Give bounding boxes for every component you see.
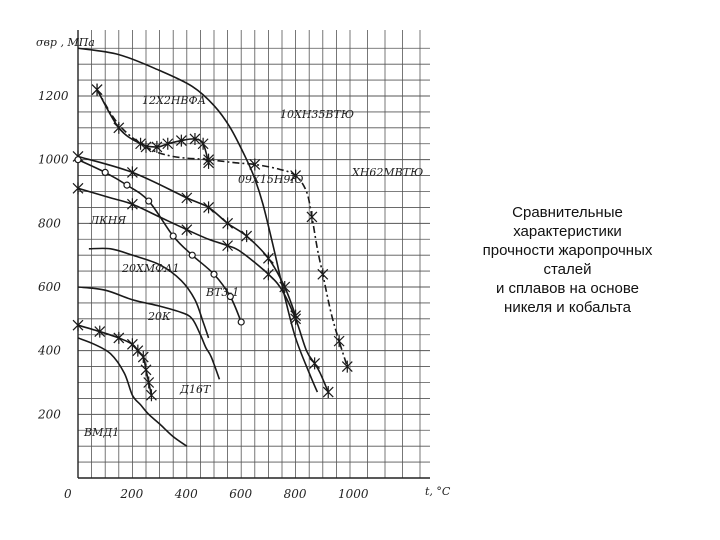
curve-label-0: 12Х2НВФА xyxy=(142,94,206,107)
markers xyxy=(72,83,353,402)
curve-label-5: 20ХМФА1 xyxy=(121,262,180,275)
data-point-marker xyxy=(226,292,234,301)
data-point-marker xyxy=(162,137,174,150)
x-tick-label: 600 xyxy=(229,487,252,501)
curve-6 xyxy=(88,247,210,339)
curve-label-2: ХН62МВТЮ xyxy=(351,166,423,179)
data-point-marker xyxy=(222,217,234,230)
y-tick-label: 1000 xyxy=(38,153,69,167)
data-point-marker xyxy=(126,166,138,179)
data-point-marker xyxy=(151,140,163,153)
data-point-marker xyxy=(262,252,274,265)
data-point-marker xyxy=(181,223,193,236)
curve-label-3: 09Х15Н9Ю xyxy=(238,173,304,186)
data-point-marker xyxy=(197,137,209,150)
tick-labels: 0 200 400 600 800 1000 200 400 600 800 1000 1200 xyxy=(37,89,369,501)
data-point-marker xyxy=(262,268,274,281)
data-point-marker xyxy=(241,230,253,243)
data-point-marker xyxy=(333,335,345,348)
data-point-marker xyxy=(126,198,138,211)
data-point-marker xyxy=(290,312,302,325)
data-point-marker xyxy=(203,153,214,166)
data-point-marker xyxy=(237,318,245,326)
y-tick-label: 600 xyxy=(38,280,61,294)
curve-label-9: ВМД1 xyxy=(83,426,119,439)
y-tick-label: 200 xyxy=(37,407,61,421)
x-axis-title: t, °C xyxy=(425,485,451,498)
data-point-marker xyxy=(279,281,291,293)
data-point-marker xyxy=(175,134,187,147)
data-point-marker xyxy=(188,251,196,259)
curve-label-4: ЛКНЯ xyxy=(89,214,127,227)
data-point-marker xyxy=(113,331,125,344)
x-tick-label: 400 xyxy=(174,487,198,501)
curve-label-1: 10ХН35ВТЮ xyxy=(280,108,354,121)
data-point-marker xyxy=(181,191,193,204)
data-point-marker xyxy=(94,325,106,338)
x-tick-label: 800 xyxy=(284,487,307,501)
data-point-marker xyxy=(169,232,177,240)
data-point-marker xyxy=(91,83,103,96)
data-point-marker xyxy=(249,158,261,171)
data-point-marker xyxy=(126,338,138,351)
data-point-marker xyxy=(140,140,152,153)
data-point-marker xyxy=(203,201,214,214)
data-point-marker xyxy=(290,169,302,182)
data-point-marker xyxy=(101,168,109,176)
curve-labels: 12Х2НВФА 10ХН35ВТЮ ХН62МВТЮ 09Х15Н9Ю ЛКНЯ 20Х… xyxy=(83,94,423,439)
y-tick-label: 800 xyxy=(38,216,61,230)
curve-2 xyxy=(96,89,349,367)
curve-7 xyxy=(77,286,221,380)
curve-label-6: ВТ3-1 xyxy=(205,286,239,299)
chart-caption: Сравнительные характеристики прочности ж… xyxy=(482,204,653,316)
data-point-marker xyxy=(322,386,334,399)
data-point-marker xyxy=(143,376,155,389)
y-axis-title: σвр , МПа xyxy=(36,36,95,49)
data-point-marker xyxy=(210,270,218,278)
x-tick-label: 200 xyxy=(119,487,143,501)
y-tick-label: 1200 xyxy=(38,89,69,103)
data-point-marker xyxy=(74,156,82,164)
data-point-marker xyxy=(145,197,153,205)
data-point-marker xyxy=(137,351,149,364)
data-point-marker xyxy=(72,319,84,332)
data-point-marker xyxy=(146,389,157,402)
data-point-marker xyxy=(123,181,131,189)
data-point-marker xyxy=(341,360,353,373)
grid xyxy=(77,30,430,479)
curve-1 xyxy=(77,47,319,393)
data-point-marker xyxy=(72,182,84,195)
x-tick-label: 0 xyxy=(64,487,72,501)
curve-label-8: Д16Т xyxy=(179,383,212,396)
data-point-marker xyxy=(135,137,146,150)
data-point-marker xyxy=(132,344,144,357)
data-point-marker xyxy=(189,132,201,145)
curve-label-7: 20К xyxy=(147,310,171,323)
y-tick-label: 400 xyxy=(37,344,61,358)
data-point-marker xyxy=(113,121,125,134)
data-point-marker xyxy=(222,239,234,252)
data-point-marker xyxy=(317,268,329,281)
data-point-marker xyxy=(309,357,321,370)
x-tick-label: 1000 xyxy=(338,487,369,501)
curve-9 xyxy=(77,337,188,447)
data-point-marker xyxy=(140,363,152,376)
data-point-marker xyxy=(306,210,318,223)
